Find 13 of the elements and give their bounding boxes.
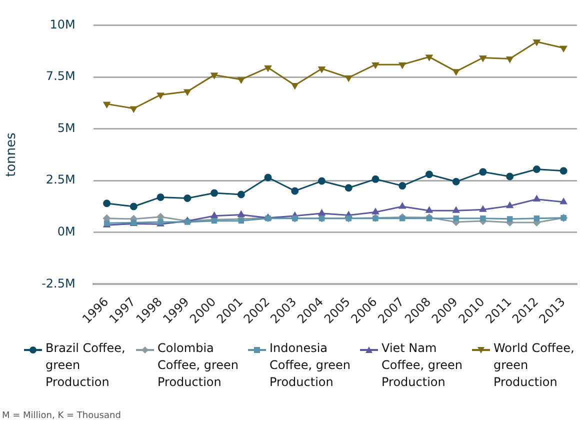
legend-label: Indonesia Coffee, green Production	[270, 340, 352, 391]
legend-label: Viet Nam Coffee, green Production	[382, 340, 464, 391]
y-tick-label: 10M	[50, 17, 76, 32]
y-tick-label: 2.5M	[46, 172, 76, 187]
y-tick-label: 7.5M	[46, 69, 76, 84]
y-axis-title: tonnes	[4, 132, 20, 177]
text: M = Million, K = Thousand	[2, 411, 121, 421]
legend-label: World Coffee, green Production	[494, 340, 576, 391]
y-tick-label: 5M	[57, 120, 76, 135]
legend-label: Colombia Coffee, green Production	[158, 340, 240, 391]
y-tick-label: -2.5M	[42, 276, 76, 290]
y-tick-label: 0M	[57, 224, 76, 239]
legend-label: Brazil Coffee, green Production	[46, 340, 126, 391]
